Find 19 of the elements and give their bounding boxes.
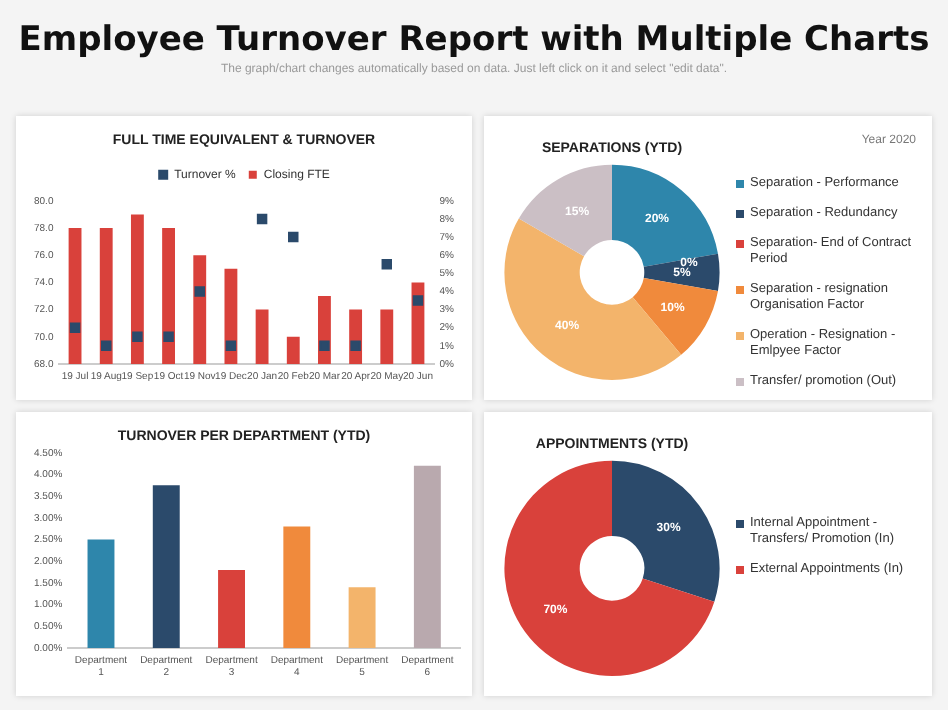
point xyxy=(163,331,174,343)
bar xyxy=(218,569,245,648)
point xyxy=(381,259,393,270)
point xyxy=(256,213,268,225)
bar xyxy=(283,526,311,648)
point xyxy=(69,322,81,333)
bar xyxy=(87,539,115,648)
point xyxy=(132,331,143,343)
text: Employee Turnover Report with Multiple Charts xyxy=(16,20,932,60)
point xyxy=(288,231,299,243)
bar xyxy=(413,465,441,648)
point xyxy=(194,286,205,297)
point xyxy=(225,340,237,352)
bar xyxy=(152,485,180,648)
point xyxy=(350,340,361,352)
point xyxy=(319,340,330,352)
point xyxy=(100,340,112,352)
bar xyxy=(348,587,376,648)
point xyxy=(412,295,424,306)
